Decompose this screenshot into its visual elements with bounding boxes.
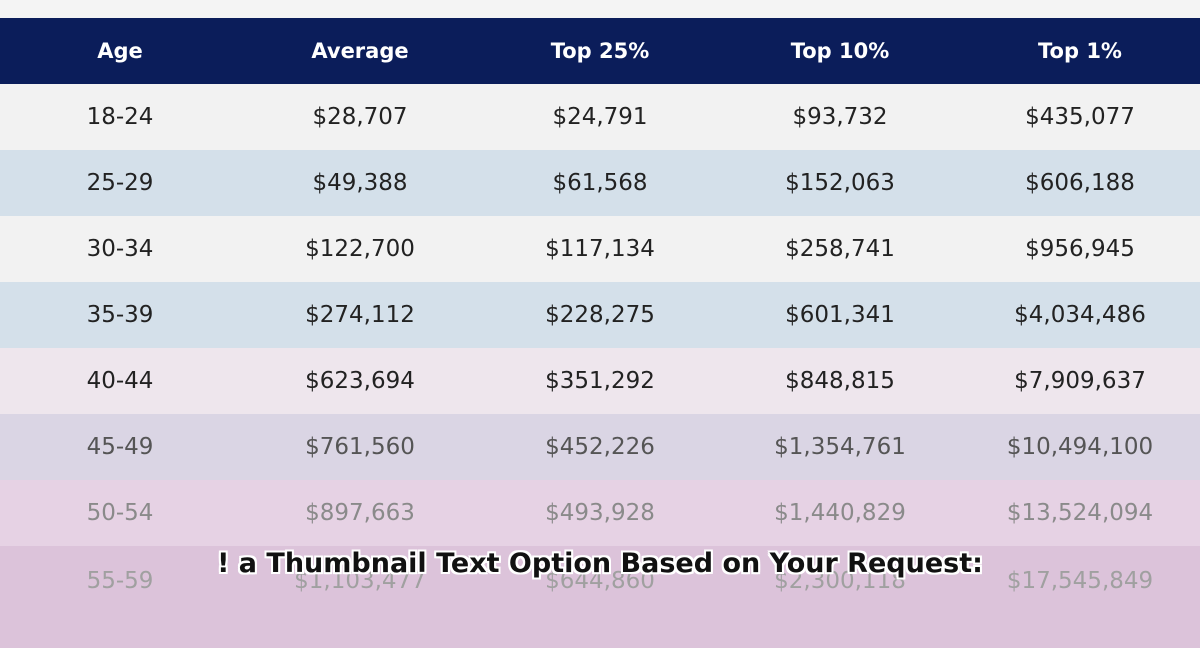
value-cell: $122,700 bbox=[240, 216, 480, 282]
age-cell: 40-44 bbox=[0, 348, 240, 414]
value-cell: $61,568 bbox=[480, 150, 720, 216]
value-cell: $452,226 bbox=[480, 414, 720, 480]
age-cell: 25-29 bbox=[0, 150, 240, 216]
value-cell: $761,560 bbox=[240, 414, 480, 480]
table-row: 50-54 $897,663 $493,928 $1,440,829 $13,524,0… bbox=[0, 480, 1200, 546]
value-cell: $1,440,829 bbox=[720, 480, 960, 546]
value-cell: $606,188 bbox=[960, 150, 1200, 216]
header-row: Age Average Top 25% Top 10% Top 1% bbox=[0, 18, 1200, 84]
value-cell: $493,928 bbox=[480, 480, 720, 546]
table-row: 18-24 $28,707 $24,791 $93,732 $435,077 bbox=[0, 84, 1200, 150]
column-header: Average bbox=[240, 18, 480, 84]
value-cell: $93,732 bbox=[720, 84, 960, 150]
column-header: Top 25% bbox=[480, 18, 720, 84]
age-cell: 30-34 bbox=[0, 216, 240, 282]
column-header: Top 10% bbox=[720, 18, 960, 84]
value-cell: $623,694 bbox=[240, 348, 480, 414]
value-cell: $956,945 bbox=[960, 216, 1200, 282]
value-cell: $152,063 bbox=[720, 150, 960, 216]
table-row: 35-39 $274,112 $228,275 $601,341 $4,034,486 bbox=[0, 282, 1200, 348]
value-cell: $117,134 bbox=[480, 216, 720, 282]
value-cell: $274,112 bbox=[240, 282, 480, 348]
value-cell: $435,077 bbox=[960, 84, 1200, 150]
table-row: 30-34 $122,700 $117,134 $258,741 $956,945 bbox=[0, 216, 1200, 282]
value-cell: $49,388 bbox=[240, 150, 480, 216]
value-cell: $351,292 bbox=[480, 348, 720, 414]
value-cell: $10,494,100 bbox=[960, 414, 1200, 480]
column-header: Age bbox=[0, 18, 240, 84]
value-cell: $28,707 bbox=[240, 84, 480, 150]
value-cell: $897,663 bbox=[240, 480, 480, 546]
value-cell: $4,034,486 bbox=[960, 282, 1200, 348]
value-cell: $24,791 bbox=[480, 84, 720, 150]
age-cell: 50-54 bbox=[0, 480, 240, 546]
column-header: Top 1% bbox=[960, 18, 1200, 84]
page: {"table": { "header": ["Age", "Average",… bbox=[0, 18, 1200, 648]
thumbnail: Age Average Top 25% Top 10% Top 1% 18-24 $28,… bbox=[0, 18, 1200, 648]
age-cell: 45-49 bbox=[0, 414, 240, 480]
value-cell: $258,741 bbox=[720, 216, 960, 282]
value-cell: $7,909,637 bbox=[960, 348, 1200, 414]
value-cell: $848,815 bbox=[720, 348, 960, 414]
table-row: 25-29 $49,388 $61,568 $152,063 $606,188 bbox=[0, 150, 1200, 216]
table-row: 40-44 $623,694 $351,292 $848,815 $7,909,637 bbox=[0, 348, 1200, 414]
value-cell: $1,354,761 bbox=[720, 414, 960, 480]
age-cell: 18-24 bbox=[0, 84, 240, 150]
value-cell: $228,275 bbox=[480, 282, 720, 348]
value-cell: $601,341 bbox=[720, 282, 960, 348]
value-cell: $13,524,094 bbox=[960, 480, 1200, 546]
overlay-text: ! a Thumbnail Text Option Based on Your … bbox=[217, 548, 983, 579]
table-row: 45-49 $761,560 $452,226 $1,354,761 $10,494,1… bbox=[0, 414, 1200, 480]
age-cell: 35-39 bbox=[0, 282, 240, 348]
